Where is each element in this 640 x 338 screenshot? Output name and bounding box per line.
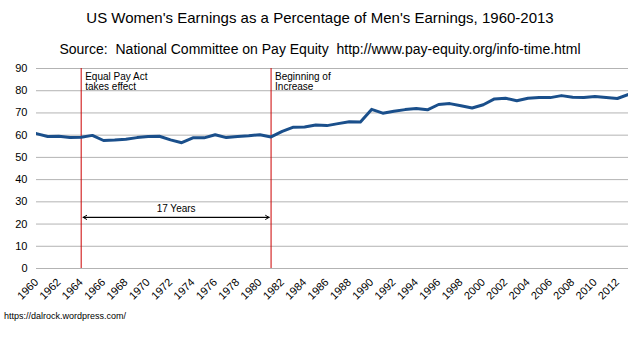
svg-text:1988: 1988 — [327, 276, 353, 302]
svg-text:1992: 1992 — [372, 276, 398, 302]
svg-text:2000: 2000 — [461, 276, 487, 302]
svg-text:2004: 2004 — [506, 276, 532, 302]
html-text:US Women's Earnings as a Perce: US Women's Earnings as a Percentage of M… — [86, 9, 554, 26]
svg-text:80: 80 — [15, 84, 27, 96]
svg-text:1960: 1960 — [15, 276, 41, 302]
svg-text:Equal Pay Acttakes effect: Equal Pay Acttakes effect — [85, 71, 147, 92]
svg-text:1972: 1972 — [149, 276, 175, 302]
svg-text:60: 60 — [15, 129, 27, 141]
svg-text:1980: 1980 — [238, 276, 264, 302]
svg-text:1986: 1986 — [305, 276, 331, 302]
svg-text:40: 40 — [15, 173, 27, 185]
svg-text:90: 90 — [15, 62, 27, 74]
svg-text:70: 70 — [15, 106, 27, 118]
svg-text:2006: 2006 — [528, 276, 554, 302]
svg-text:0: 0 — [21, 262, 27, 274]
svg-text:1974: 1974 — [171, 276, 197, 302]
svg-text:1978: 1978 — [216, 276, 242, 302]
svg-text:1970: 1970 — [126, 276, 152, 302]
svg-text:1998: 1998 — [439, 276, 465, 302]
svg-text:Beginning ofIncrease: Beginning ofIncrease — [275, 71, 331, 92]
svg-text:1962: 1962 — [37, 276, 63, 302]
svg-text:20: 20 — [15, 218, 27, 230]
svg-text:1964: 1964 — [59, 276, 85, 302]
svg-text:1994: 1994 — [394, 276, 420, 302]
svg-text:1996: 1996 — [417, 276, 443, 302]
svg-text:17 Years: 17 Years — [157, 203, 196, 214]
svg-text:1984: 1984 — [283, 276, 309, 302]
svg-text:2012: 2012 — [595, 276, 621, 302]
svg-text:30: 30 — [15, 195, 27, 207]
html-text:Source: National Committee on: Source: National Committee on Pay Equity… — [59, 41, 581, 57]
svg-text:1966: 1966 — [82, 276, 108, 302]
svg-text:1982: 1982 — [260, 276, 286, 302]
svg-text:1990: 1990 — [350, 276, 376, 302]
svg-text:2010: 2010 — [573, 276, 599, 302]
svg-text:1968: 1968 — [104, 276, 130, 302]
svg-text:2002: 2002 — [484, 276, 510, 302]
svg-text:2008: 2008 — [551, 276, 577, 302]
svg-text:50: 50 — [15, 151, 27, 163]
svg-text:10: 10 — [15, 240, 27, 252]
svg-text:1976: 1976 — [193, 276, 219, 302]
html-text:https://dalrock.wordpress.com/: https://dalrock.wordpress.com/ — [4, 311, 126, 321]
